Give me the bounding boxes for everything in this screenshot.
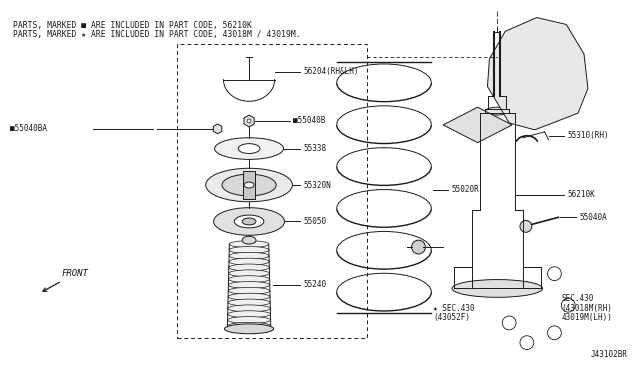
Ellipse shape <box>242 236 256 244</box>
Ellipse shape <box>228 317 271 324</box>
Bar <box>243 171 255 199</box>
Text: 43019M(LH)): 43019M(LH)) <box>561 314 612 323</box>
Ellipse shape <box>227 323 271 329</box>
Circle shape <box>561 298 575 312</box>
Text: 55338: 55338 <box>303 144 326 153</box>
Text: J43102BR: J43102BR <box>590 350 627 359</box>
Ellipse shape <box>229 252 269 259</box>
Circle shape <box>520 221 532 232</box>
Text: 55240: 55240 <box>303 280 326 289</box>
Ellipse shape <box>228 288 270 294</box>
Ellipse shape <box>452 280 543 297</box>
Ellipse shape <box>228 293 270 300</box>
Text: ★ SEC.430: ★ SEC.430 <box>433 304 475 312</box>
Text: 55050: 55050 <box>303 217 326 226</box>
Ellipse shape <box>228 305 270 312</box>
Ellipse shape <box>234 215 264 228</box>
Text: PARTS, MARKED ■ ARE INCLUDED IN PART CODE, 56210K: PARTS, MARKED ■ ARE INCLUDED IN PART COD… <box>13 20 252 29</box>
Ellipse shape <box>228 276 269 283</box>
Ellipse shape <box>214 208 285 235</box>
Polygon shape <box>443 107 512 142</box>
Text: 55040A: 55040A <box>579 213 607 222</box>
Polygon shape <box>244 115 254 127</box>
Ellipse shape <box>247 119 251 123</box>
Ellipse shape <box>225 324 274 334</box>
Text: 55310(RH): 55310(RH) <box>567 131 609 140</box>
Ellipse shape <box>228 311 271 318</box>
Text: 55320N: 55320N <box>303 180 331 189</box>
Text: PARTS, MARKED ★ ARE INCLUDED IN PART CODE, 43018M / 43019M.: PARTS, MARKED ★ ARE INCLUDED IN PART COD… <box>13 31 300 39</box>
Ellipse shape <box>228 270 269 277</box>
Ellipse shape <box>229 264 269 271</box>
Circle shape <box>520 336 534 350</box>
Ellipse shape <box>205 168 292 202</box>
Ellipse shape <box>229 241 269 248</box>
Ellipse shape <box>229 258 269 265</box>
Circle shape <box>548 267 561 280</box>
Polygon shape <box>213 124 222 134</box>
Ellipse shape <box>238 144 260 154</box>
Ellipse shape <box>228 282 270 288</box>
Circle shape <box>502 316 516 330</box>
Circle shape <box>412 240 426 254</box>
Ellipse shape <box>486 107 509 115</box>
Text: 56204(RH&LH): 56204(RH&LH) <box>303 67 359 76</box>
Text: ■55040BA: ■55040BA <box>10 124 47 134</box>
Text: 55020R: 55020R <box>451 185 479 195</box>
Polygon shape <box>488 17 588 130</box>
Bar <box>177 44 367 338</box>
Text: SEC.430: SEC.430 <box>561 294 594 303</box>
Text: ■55040B: ■55040B <box>293 116 326 125</box>
Circle shape <box>548 326 561 340</box>
Ellipse shape <box>222 174 276 196</box>
Text: (43018M(RH): (43018M(RH) <box>561 304 612 312</box>
Ellipse shape <box>229 247 269 253</box>
Text: (43052F): (43052F) <box>433 314 470 323</box>
Ellipse shape <box>244 182 254 188</box>
Ellipse shape <box>214 138 284 160</box>
Ellipse shape <box>242 218 256 225</box>
Ellipse shape <box>228 299 270 306</box>
Text: 56210K: 56210K <box>567 190 595 199</box>
Text: FRONT: FRONT <box>43 269 88 291</box>
